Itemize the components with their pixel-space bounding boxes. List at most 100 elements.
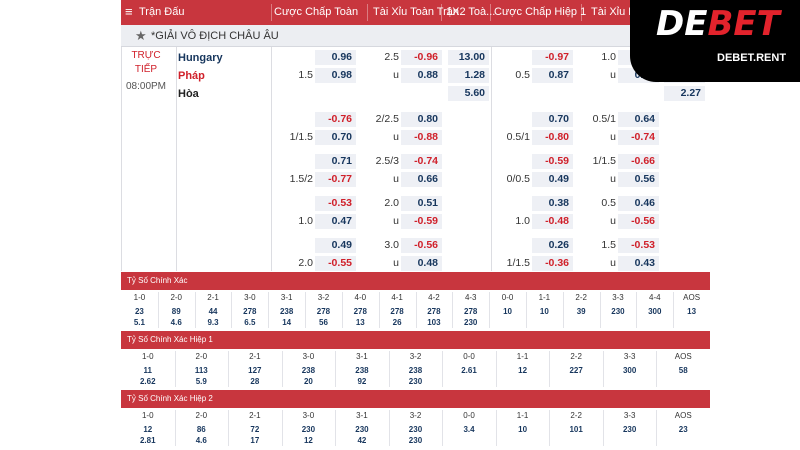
- score-odds[interactable]: 72: [250, 425, 260, 434]
- score-odds[interactable]: 11: [143, 366, 152, 375]
- odds-button[interactable]: -0.77: [315, 172, 356, 187]
- score-odds[interactable]: 5.9: [195, 377, 207, 386]
- score-odds[interactable]: 10: [518, 425, 528, 434]
- odds-button[interactable]: -0.74: [618, 130, 659, 145]
- odds-button[interactable]: 1.28: [448, 68, 489, 83]
- menu-icon[interactable]: ≡: [125, 4, 133, 19]
- score-odds[interactable]: 238: [279, 307, 294, 316]
- score-odds[interactable]: 56: [319, 318, 328, 327]
- score-odds[interactable]: 113: [194, 366, 208, 375]
- score-odds[interactable]: 12: [303, 436, 313, 445]
- score-odds[interactable]: 230: [408, 436, 423, 445]
- score-odds[interactable]: 58: [678, 366, 688, 375]
- score-odds[interactable]: 20: [303, 377, 313, 386]
- score-odds[interactable]: 17: [250, 436, 260, 445]
- odds-button[interactable]: -0.36: [532, 256, 573, 271]
- score-odds[interactable]: 278: [243, 307, 257, 316]
- score-odds[interactable]: 14: [282, 318, 292, 327]
- odds-button[interactable]: 0.96: [315, 50, 356, 65]
- score-odds[interactable]: 230: [464, 318, 478, 327]
- team-home[interactable]: Hungary: [178, 52, 223, 64]
- odds-button[interactable]: -0.55: [315, 256, 356, 271]
- odds-button[interactable]: -0.76: [315, 112, 356, 127]
- odds-button[interactable]: 0.49: [532, 172, 573, 187]
- score-odds[interactable]: 10: [539, 307, 549, 316]
- score-odds[interactable]: 10: [503, 307, 512, 316]
- score-odds[interactable]: 23: [678, 425, 688, 434]
- score-odds[interactable]: 28: [250, 377, 260, 386]
- col-ft-1x2[interactable]: 1X2 Toà...: [446, 6, 496, 18]
- score-odds[interactable]: 2.61: [461, 366, 477, 375]
- col-ft-handicap[interactable]: Cược Chấp Toàn ...: [274, 6, 362, 18]
- odds-button[interactable]: -0.88: [401, 130, 442, 145]
- odds-button[interactable]: 0.98: [315, 68, 356, 83]
- score-odds[interactable]: 238: [355, 366, 369, 375]
- score-odds[interactable]: 278: [464, 307, 478, 316]
- score-odds[interactable]: 300: [622, 366, 637, 375]
- team-away[interactable]: Pháp: [178, 70, 205, 82]
- score-odds[interactable]: 230: [611, 307, 625, 316]
- score-odds[interactable]: 127: [248, 366, 262, 375]
- score-odds[interactable]: 13: [687, 307, 697, 316]
- score-odds[interactable]: 2.62: [139, 377, 156, 386]
- odds-button[interactable]: -0.66: [618, 154, 659, 169]
- score-odds[interactable]: 101: [569, 425, 583, 434]
- odds-button[interactable]: 5.60: [448, 86, 489, 101]
- score-odds[interactable]: 278: [390, 307, 404, 316]
- odds-button[interactable]: 0.70: [315, 130, 356, 145]
- odds-button[interactable]: 0.46: [618, 196, 659, 211]
- odds-button[interactable]: 0.47: [315, 214, 356, 229]
- score-odds[interactable]: 3.4: [463, 425, 475, 434]
- odds-button[interactable]: -0.53: [315, 196, 356, 211]
- odds-button[interactable]: -0.59: [401, 214, 442, 229]
- score-odds[interactable]: 86: [196, 425, 206, 434]
- odds-button[interactable]: 0.49: [315, 238, 356, 253]
- odds-button[interactable]: 0.87: [532, 68, 573, 83]
- odds-button[interactable]: 0.51: [401, 196, 442, 211]
- score-odds[interactable]: 12: [518, 366, 528, 375]
- score-odds[interactable]: 227: [569, 366, 583, 375]
- score-odds[interactable]: 89: [171, 307, 181, 316]
- col-ft-over-under[interactable]: Tài Xỉu Toàn Trận: [373, 6, 460, 18]
- odds-button[interactable]: -0.74: [401, 154, 442, 169]
- score-odds[interactable]: 230: [622, 425, 637, 434]
- score-odds[interactable]: 230: [301, 425, 316, 434]
- score-odds[interactable]: 2.81: [139, 436, 156, 445]
- odds-button[interactable]: -0.97: [532, 50, 573, 65]
- odds-button[interactable]: -0.96: [401, 50, 442, 65]
- odds-button[interactable]: 0.70: [532, 112, 573, 127]
- score-odds[interactable]: 238: [408, 366, 423, 375]
- odds-button[interactable]: 0.43: [618, 256, 659, 271]
- score-odds[interactable]: 278: [353, 307, 367, 316]
- score-odds[interactable]: 6.5: [244, 318, 256, 327]
- score-odds[interactable]: 23: [134, 307, 144, 316]
- score-odds[interactable]: 26: [392, 318, 402, 327]
- odds-button[interactable]: 0.88: [401, 68, 442, 83]
- score-odds[interactable]: 12: [143, 425, 153, 434]
- score-odds[interactable]: 230: [408, 425, 423, 434]
- score-odds[interactable]: 5.1: [133, 318, 145, 327]
- score-odds[interactable]: 44: [208, 307, 218, 316]
- star-icon[interactable]: ★: [135, 28, 147, 43]
- odds-button[interactable]: -0.56: [618, 214, 659, 229]
- odds-button[interactable]: -0.53: [618, 238, 659, 253]
- score-odds[interactable]: 92: [357, 377, 367, 386]
- odds-button[interactable]: 0.66: [401, 172, 442, 187]
- score-odds[interactable]: 300: [648, 307, 662, 316]
- league-row[interactable]: ★ *GIẢI VÔ ĐỊCH CHÂU ÂU: [121, 25, 710, 47]
- score-odds[interactable]: 278: [316, 307, 331, 316]
- odds-button[interactable]: -0.80: [532, 130, 573, 145]
- odds-button[interactable]: 2.27: [664, 86, 705, 101]
- odds-button[interactable]: 0.26: [532, 238, 573, 253]
- score-odds[interactable]: 103: [427, 318, 441, 327]
- score-odds[interactable]: 238: [301, 366, 316, 375]
- odds-button[interactable]: 0.71: [315, 154, 356, 169]
- score-odds[interactable]: 4.6: [170, 318, 182, 327]
- score-odds[interactable]: 278: [427, 307, 441, 316]
- col-match[interactable]: Trận Đấu: [139, 6, 185, 18]
- odds-button[interactable]: -0.59: [532, 154, 573, 169]
- odds-button[interactable]: 13.00: [448, 50, 489, 65]
- col-h1-handicap[interactable]: Cược Chấp Hiệp 1: [494, 6, 587, 18]
- odds-button[interactable]: 0.48: [401, 256, 442, 271]
- odds-button[interactable]: -0.56: [401, 238, 442, 253]
